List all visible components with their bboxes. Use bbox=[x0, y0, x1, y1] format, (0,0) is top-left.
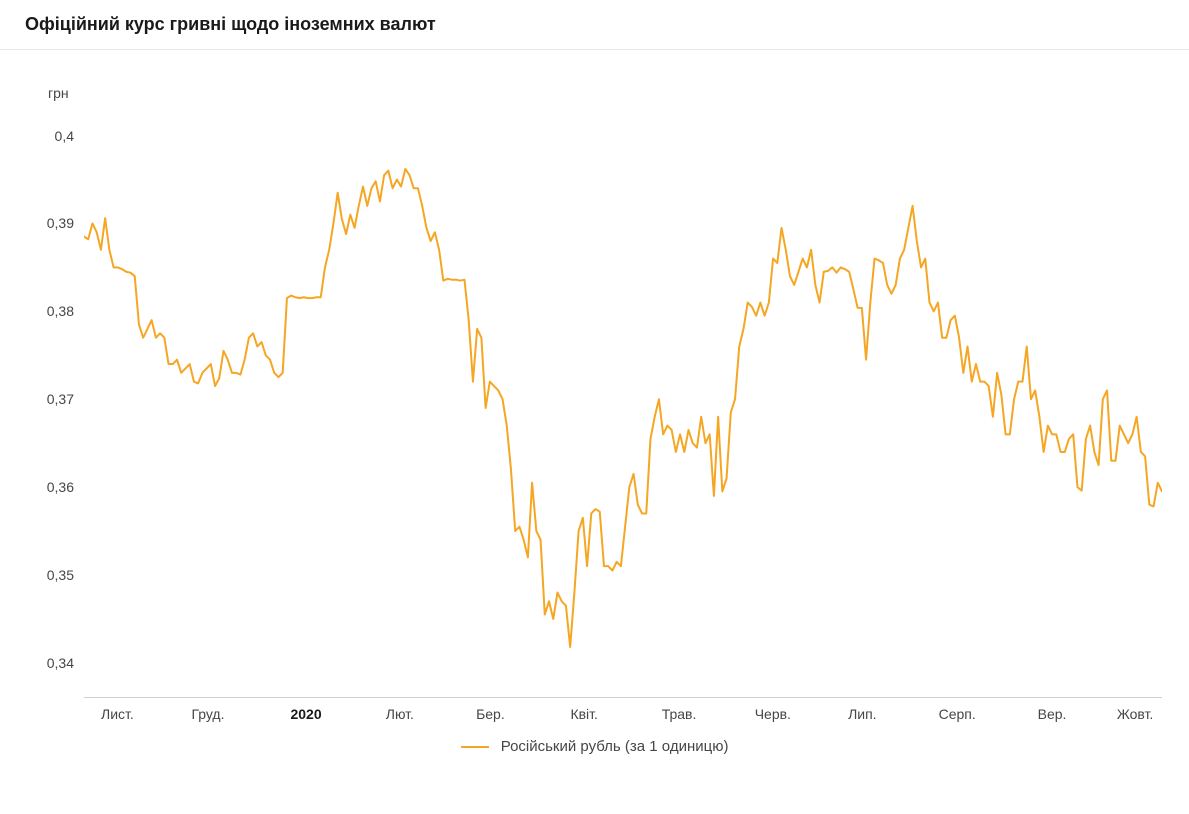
y-tick-label: 0,37 bbox=[47, 391, 74, 407]
legend-label: Російський рубль (за 1 одиницю) bbox=[501, 738, 729, 755]
legend-swatch bbox=[461, 746, 489, 748]
y-tick-label: 0,39 bbox=[47, 215, 74, 231]
legend: Російський рубль (за 1 одиницю) bbox=[0, 738, 1189, 755]
x-tick-label: Бер. bbox=[476, 706, 505, 722]
x-tick-label: Вер. bbox=[1038, 706, 1067, 722]
x-tick-label: Трав. bbox=[662, 706, 697, 722]
y-tick-label: 0,35 bbox=[47, 567, 74, 583]
x-tick-label: Квіт. bbox=[570, 706, 597, 722]
x-tick-label: Жовт. bbox=[1117, 706, 1153, 722]
x-tick-label: Черв. bbox=[755, 706, 791, 722]
x-tick-label: 2020 bbox=[290, 706, 321, 722]
y-tick-label: 0,4 bbox=[55, 128, 74, 144]
page-title: Офіційний курс гривні щодо іноземних вал… bbox=[0, 0, 1189, 50]
y-tick-label: 0,38 bbox=[47, 303, 74, 319]
y-tick-label: 0,36 bbox=[47, 479, 74, 495]
x-tick-label: Лют. bbox=[386, 706, 414, 722]
plot-area: 0,340,350,360,370,380,390,4Лист.Груд.202… bbox=[84, 118, 1162, 698]
x-tick-label: Лист. bbox=[101, 706, 134, 722]
line-chart-svg bbox=[84, 118, 1162, 698]
chart-container: Офіційний курс гривні щодо іноземних вал… bbox=[0, 0, 1189, 814]
x-tick-label: Лип. bbox=[848, 706, 876, 722]
x-tick-label: Серп. bbox=[939, 706, 976, 722]
y-axis-title: грн bbox=[48, 85, 69, 101]
x-tick-label: Груд. bbox=[191, 706, 224, 722]
y-tick-label: 0,34 bbox=[47, 655, 74, 671]
